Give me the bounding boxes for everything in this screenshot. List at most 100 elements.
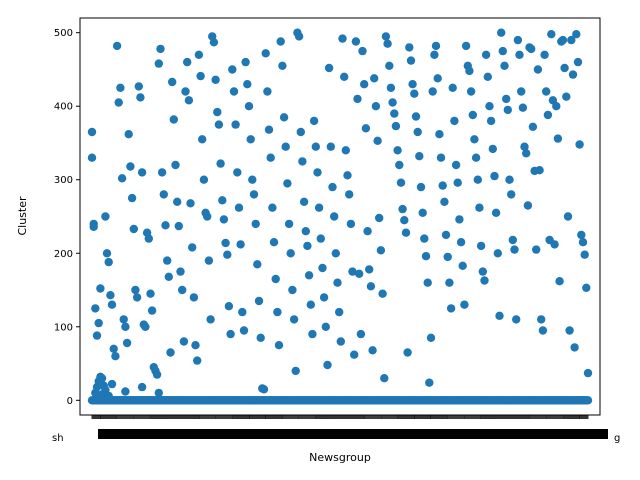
data-point xyxy=(507,190,516,199)
data-point xyxy=(94,318,103,328)
data-point xyxy=(131,285,140,295)
data-point xyxy=(159,190,168,199)
data-point xyxy=(141,322,150,331)
data-point xyxy=(221,238,230,248)
data-point xyxy=(263,87,272,96)
data-point xyxy=(273,307,282,317)
data-point xyxy=(558,35,568,45)
data-point xyxy=(231,120,240,129)
data-point xyxy=(383,39,392,48)
data-point xyxy=(386,83,396,93)
data-point xyxy=(428,87,437,96)
data-points xyxy=(87,28,593,394)
data-point xyxy=(194,50,204,59)
data-point xyxy=(191,341,200,350)
data-point xyxy=(553,134,563,143)
data-point xyxy=(213,107,222,117)
data-point xyxy=(418,208,427,217)
data-point xyxy=(540,50,549,59)
data-point xyxy=(355,269,364,278)
data-point xyxy=(286,249,295,258)
y-tick-label: 500 xyxy=(54,28,73,39)
data-point xyxy=(567,35,576,45)
zero-cluster-band xyxy=(87,372,593,405)
data-point xyxy=(107,300,117,309)
x-axis-label: Newsgroup xyxy=(309,451,371,464)
data-point xyxy=(234,203,244,212)
data-point xyxy=(311,142,320,151)
data-point xyxy=(168,77,177,87)
data-point xyxy=(281,142,290,151)
data-point xyxy=(490,171,499,181)
data-point xyxy=(104,391,113,401)
data-point xyxy=(152,370,162,379)
data-point xyxy=(461,41,471,51)
data-point xyxy=(542,87,551,96)
data-point xyxy=(411,112,421,121)
data-point xyxy=(508,235,517,245)
data-point xyxy=(568,70,578,79)
data-point xyxy=(365,265,374,274)
data-point xyxy=(550,240,559,249)
data-point xyxy=(309,116,319,126)
data-point xyxy=(107,379,117,389)
data-point xyxy=(163,256,172,265)
data-point xyxy=(91,304,100,313)
data-point xyxy=(471,153,481,162)
data-point xyxy=(264,125,274,134)
data-point xyxy=(416,182,426,192)
data-point xyxy=(573,57,583,67)
data-point xyxy=(497,28,506,37)
data-point xyxy=(430,50,439,59)
data-point xyxy=(164,272,173,281)
data-point xyxy=(510,245,519,254)
data-point xyxy=(112,41,122,51)
data-point xyxy=(373,136,382,145)
data-point xyxy=(420,234,429,243)
data-point xyxy=(426,333,436,342)
data-point xyxy=(132,293,142,302)
data-point xyxy=(578,238,588,247)
data-point xyxy=(466,87,476,96)
data-point xyxy=(436,153,446,162)
data-point xyxy=(114,98,123,107)
data-point xyxy=(396,178,406,187)
data-point xyxy=(279,113,289,122)
data-point xyxy=(538,326,548,335)
data-point xyxy=(523,201,533,210)
data-point xyxy=(476,241,486,251)
data-point xyxy=(87,153,97,162)
data-point xyxy=(126,162,135,171)
data-point xyxy=(425,378,434,387)
data-point xyxy=(398,204,407,214)
data-point xyxy=(223,250,232,259)
data-point xyxy=(313,168,322,177)
data-point xyxy=(146,289,155,298)
data-point xyxy=(244,102,254,111)
data-point xyxy=(304,271,314,280)
data-point xyxy=(268,203,277,212)
data-point xyxy=(393,146,402,155)
data-point xyxy=(243,80,252,89)
data-point xyxy=(435,130,444,139)
x-tick-label-right: g xyxy=(614,433,620,444)
data-point xyxy=(552,102,561,111)
data-point xyxy=(228,65,237,74)
data-point xyxy=(233,168,242,177)
data-point xyxy=(246,135,255,144)
data-point xyxy=(251,219,260,229)
data-point xyxy=(294,32,304,41)
data-point xyxy=(380,374,389,383)
data-point xyxy=(533,65,543,74)
data-point xyxy=(361,124,371,133)
data-point xyxy=(101,212,110,221)
data-point xyxy=(458,261,467,270)
data-point xyxy=(178,285,187,295)
data-point xyxy=(96,284,105,293)
data-point xyxy=(517,87,526,96)
data-point xyxy=(119,315,128,324)
data-point xyxy=(376,246,386,255)
data-point xyxy=(346,219,356,229)
data-point xyxy=(375,213,384,223)
data-point xyxy=(289,315,299,324)
